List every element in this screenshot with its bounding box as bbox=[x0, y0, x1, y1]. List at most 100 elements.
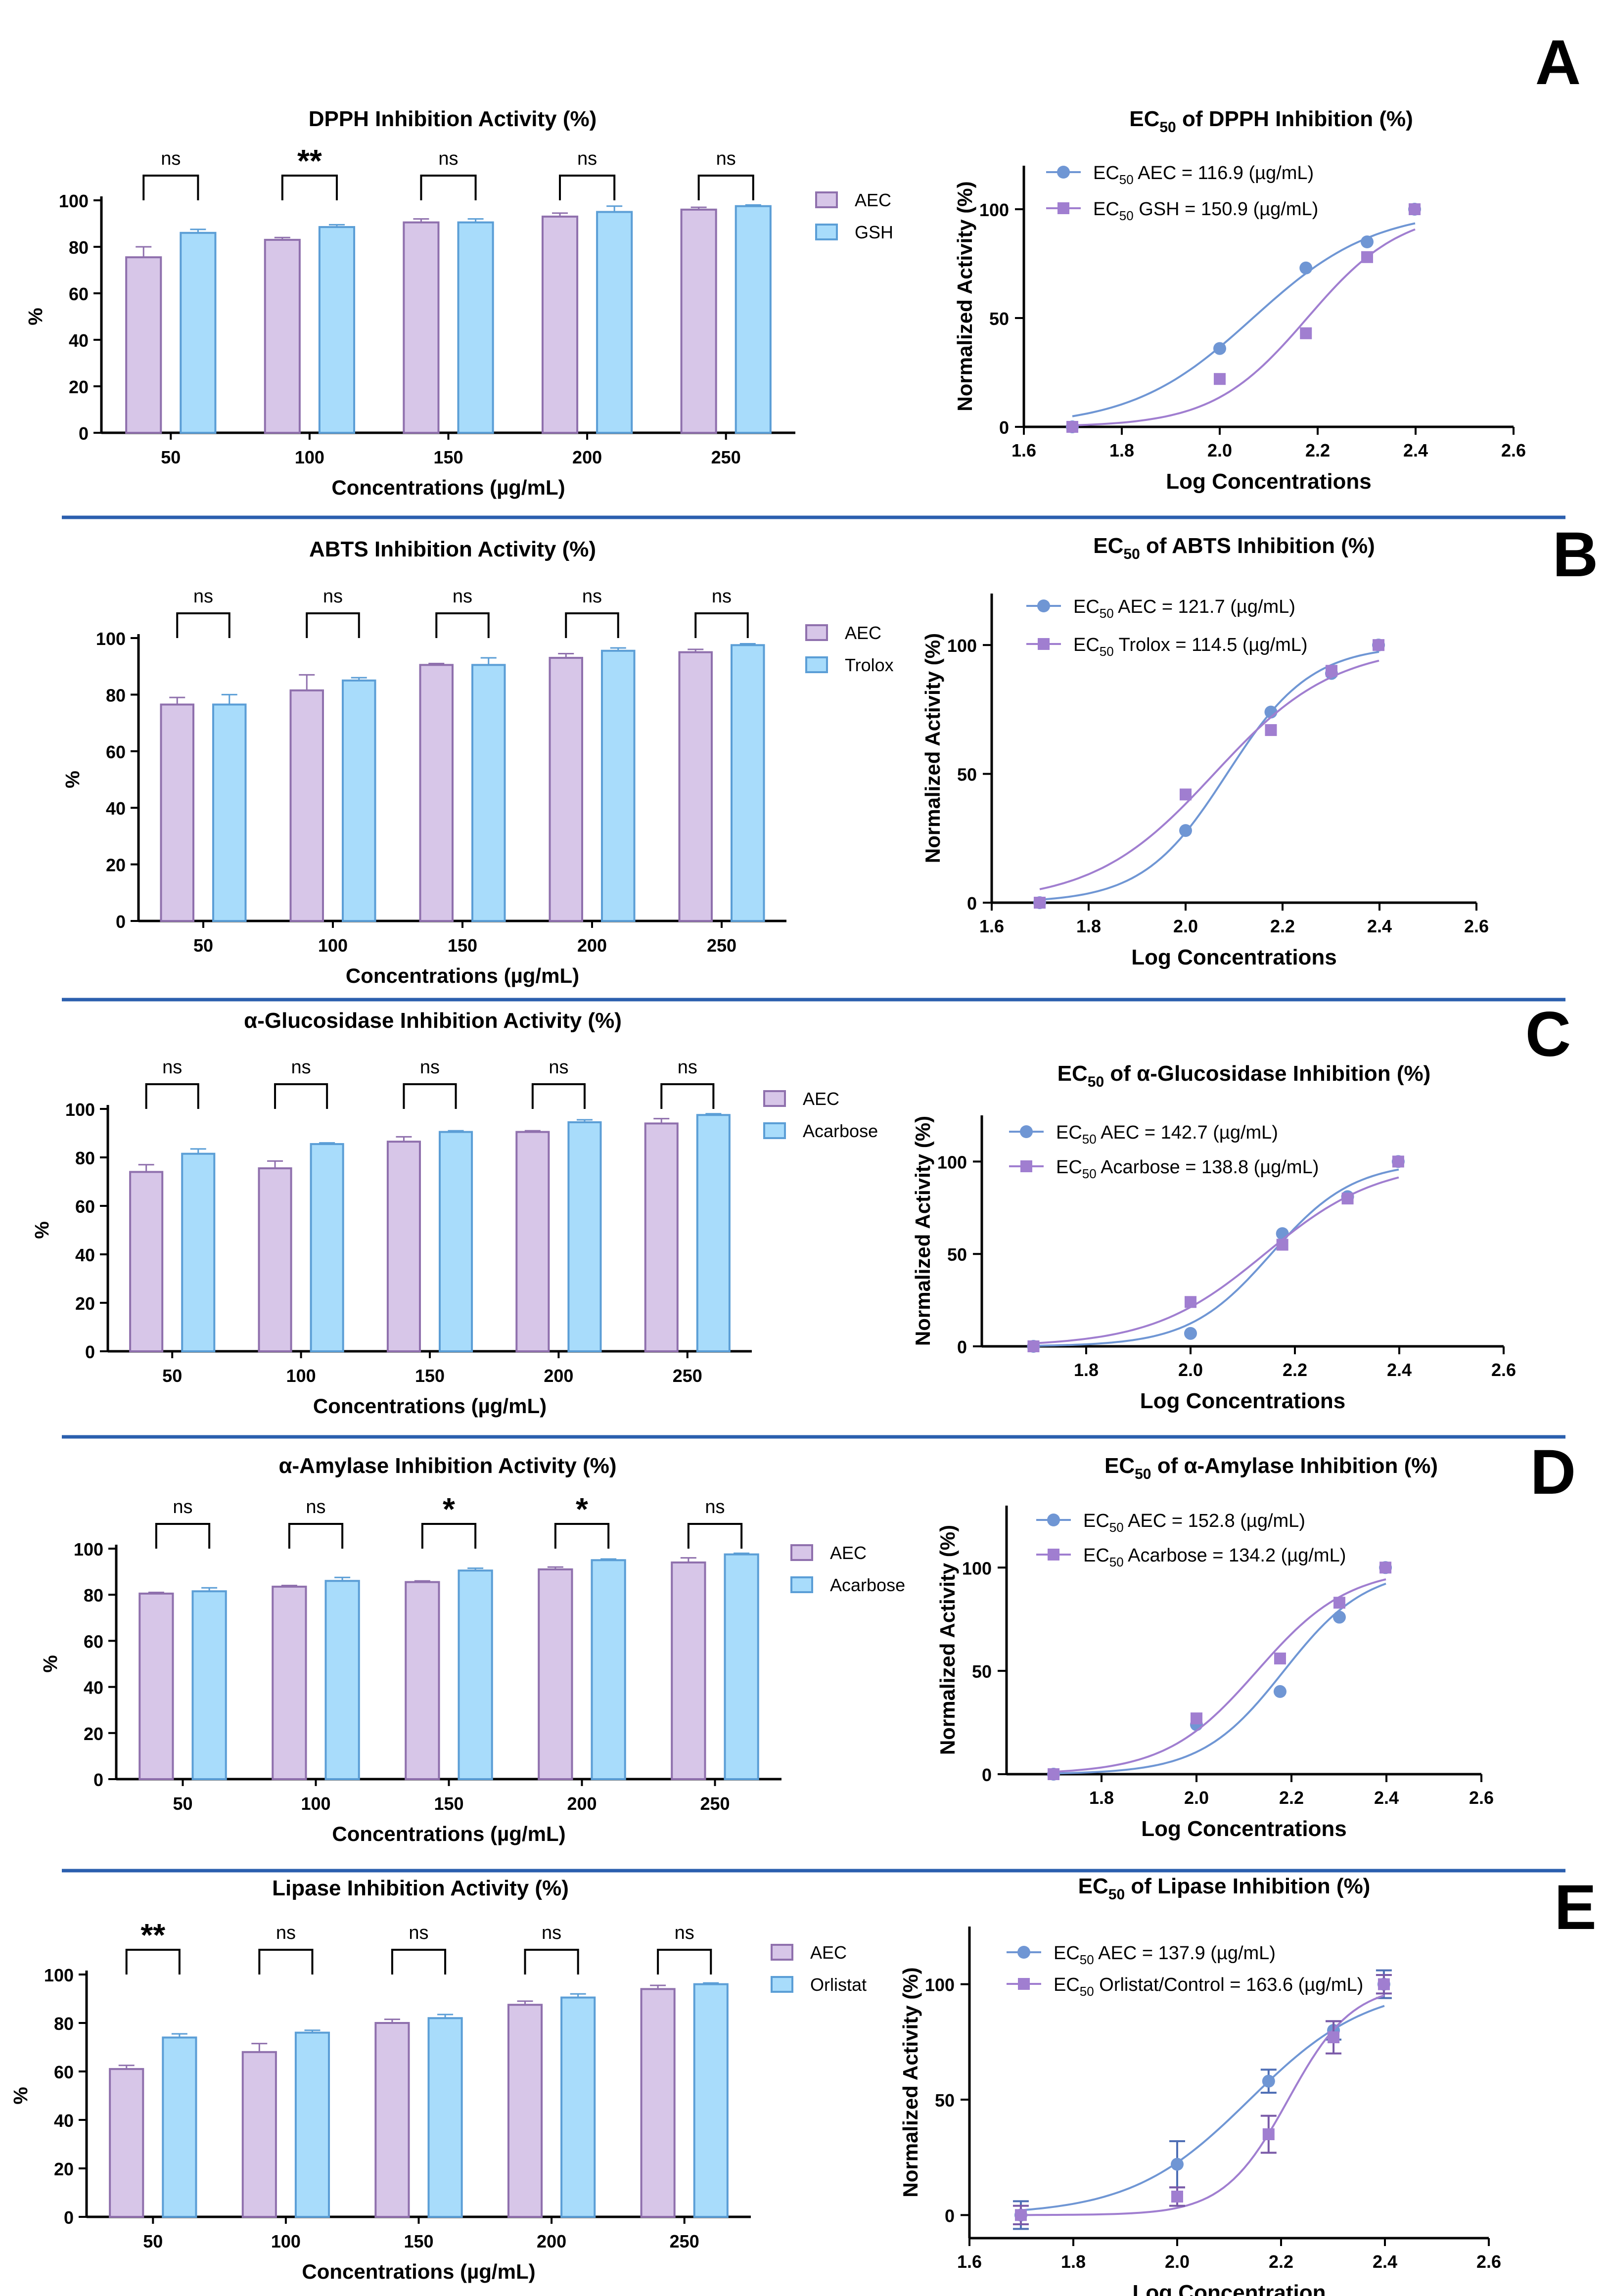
significance-label: ns bbox=[193, 586, 213, 607]
y-tick-label: 0 bbox=[957, 1337, 967, 1357]
significance-bracket bbox=[258, 1949, 314, 1975]
bar-chart-C: α-Glucosidase Inhibition Activity (%) 0 20… bbox=[31, 1009, 878, 1418]
significance-label: ns bbox=[276, 1923, 296, 1943]
data-point-square bbox=[1276, 1239, 1288, 1251]
fit-curve-acarbose bbox=[1033, 1176, 1399, 1344]
y-tick-label: 100 bbox=[96, 629, 126, 649]
x-tick-label: 1.6 bbox=[979, 916, 1004, 936]
x-tick-label: 50 bbox=[162, 1366, 182, 1386]
x-tick-label: 2.4 bbox=[1373, 2251, 1397, 2272]
data-point-square bbox=[1341, 1193, 1354, 1205]
significance-label: ns bbox=[420, 1057, 440, 1078]
bar-gsh bbox=[318, 226, 356, 434]
legend-label: EC50 Acarbose = 134.2 (µg/mL) bbox=[1083, 1545, 1346, 1569]
y-axis-label: % bbox=[10, 2087, 32, 2105]
significance-label: ns bbox=[438, 148, 458, 169]
x-axis-label: Log Concentrations bbox=[1131, 945, 1337, 969]
bar-aec bbox=[160, 703, 194, 922]
significance-label: ns bbox=[716, 148, 736, 169]
x-tick-label: 100 bbox=[318, 935, 348, 956]
y-axis-label: Normalized Activity (%) bbox=[911, 1116, 934, 1346]
significance-bracket bbox=[142, 175, 199, 200]
bar-acarbose bbox=[696, 1114, 731, 1352]
legend-label: EC50 Acarbose = 138.8 (µg/mL) bbox=[1056, 1157, 1319, 1181]
x-tick-label: 250 bbox=[707, 935, 736, 956]
legend-swatch bbox=[763, 1122, 786, 1139]
x-tick-label: 200 bbox=[567, 1793, 597, 1814]
x-tick-label: 2.0 bbox=[1165, 2251, 1190, 2272]
y-tick-label: 60 bbox=[106, 742, 126, 762]
curve-chart-C: EC50 of α-Glucosidase Inhibition (%) 0 50 1… bbox=[911, 1061, 1516, 1413]
bar-gsh bbox=[735, 205, 772, 434]
bar-acarbose bbox=[439, 1131, 473, 1353]
significance-label: ns bbox=[705, 1497, 725, 1517]
y-axis-label: Normalized Activity (%) bbox=[899, 1967, 922, 2197]
bar-chart-B: ABTS Inhibition Activity (%) 0 20 40 60 80 100… bbox=[62, 537, 894, 987]
bar-trolox bbox=[601, 649, 636, 922]
y-tick-label: 0 bbox=[116, 912, 126, 932]
x-axis-label: Concentrations (µg/mL) bbox=[302, 2260, 535, 2283]
chart-title: DPPH Inhibition Activity (%) bbox=[309, 107, 597, 131]
y-tick-label: 100 bbox=[979, 200, 1009, 220]
significance-label: ns bbox=[582, 586, 602, 607]
bar-aec bbox=[258, 1167, 292, 1353]
y-tick-label: 40 bbox=[69, 330, 89, 351]
x-axis-label: Log Concentration bbox=[1132, 2281, 1326, 2296]
legend-marker bbox=[1057, 202, 1069, 214]
x-axis-label: Log Concentrations bbox=[1140, 1389, 1346, 1413]
bar-orlistat bbox=[427, 2017, 463, 2218]
legend-marker bbox=[1047, 1514, 1060, 1526]
significance-label: ns bbox=[678, 1057, 697, 1078]
significance-label: ns bbox=[291, 1057, 311, 1078]
bar-gsh bbox=[457, 221, 494, 434]
data-point-square bbox=[1300, 327, 1312, 339]
data-point-circle bbox=[1332, 1610, 1346, 1624]
data-point-circle bbox=[1179, 824, 1192, 837]
legend-label: AEC bbox=[810, 1942, 847, 1963]
y-tick-label: 50 bbox=[989, 309, 1009, 329]
y-tick-label: 100 bbox=[59, 191, 89, 211]
y-tick-label: 100 bbox=[65, 1100, 95, 1120]
data-point-circle bbox=[1360, 235, 1374, 248]
legend-label: Acarbose bbox=[803, 1121, 878, 1141]
data-point-square bbox=[1328, 2031, 1340, 2043]
bar-aec bbox=[138, 1592, 174, 1781]
data-point-square bbox=[1265, 724, 1277, 736]
y-axis-label: % bbox=[62, 771, 84, 788]
bar-trolox bbox=[471, 664, 506, 922]
y-tick-label: 100 bbox=[937, 1152, 967, 1172]
significance-label: ns bbox=[306, 1497, 325, 1517]
significance-bracket bbox=[391, 1949, 447, 1975]
legend-label: EC50 AEC = 152.8 (µg/mL) bbox=[1083, 1511, 1305, 1535]
x-axis-label: Concentrations (µg/mL) bbox=[331, 476, 565, 499]
legend-label: Orlistat bbox=[810, 1975, 867, 1995]
fit-curve-gsh bbox=[1072, 228, 1416, 426]
legend-label: AEC bbox=[830, 1543, 867, 1563]
significance-bracket bbox=[125, 1949, 181, 1975]
bar-trolox bbox=[342, 679, 376, 922]
y-tick-label: 0 bbox=[79, 423, 89, 444]
y-tick-label: 0 bbox=[93, 1770, 103, 1790]
x-tick-label: 2.4 bbox=[1374, 1788, 1399, 1808]
significance-label: ns bbox=[162, 1057, 182, 1078]
data-point-circle bbox=[1273, 1685, 1286, 1698]
significance-label: ns bbox=[577, 148, 597, 169]
x-tick-label: 150 bbox=[433, 447, 463, 467]
significance-bracket bbox=[306, 612, 360, 638]
data-point-square bbox=[1066, 421, 1079, 433]
significance-bracket bbox=[694, 612, 749, 638]
x-tick-label: 100 bbox=[301, 1793, 330, 1814]
x-tick-label: 2.6 bbox=[1491, 1360, 1516, 1380]
x-tick-label: 2.6 bbox=[1464, 916, 1489, 936]
x-tick-label: 250 bbox=[673, 1366, 702, 1386]
bar-gsh bbox=[180, 231, 217, 434]
bar-aec bbox=[109, 2068, 144, 2218]
data-point-circle bbox=[1171, 2158, 1184, 2171]
bar-chart-E: Lipase Inhibition Activity (%) 0 20 40 60 80 1… bbox=[10, 1876, 867, 2283]
data-point-square bbox=[1214, 373, 1226, 385]
x-tick-label: 2.6 bbox=[1469, 1788, 1494, 1808]
x-tick-label: 2.2 bbox=[1305, 440, 1330, 460]
significance-label: ns bbox=[675, 1923, 694, 1943]
legend-label: EC50 GSH = 150.9 (µg/mL) bbox=[1093, 199, 1318, 223]
y-tick-label: 50 bbox=[935, 2090, 955, 2111]
